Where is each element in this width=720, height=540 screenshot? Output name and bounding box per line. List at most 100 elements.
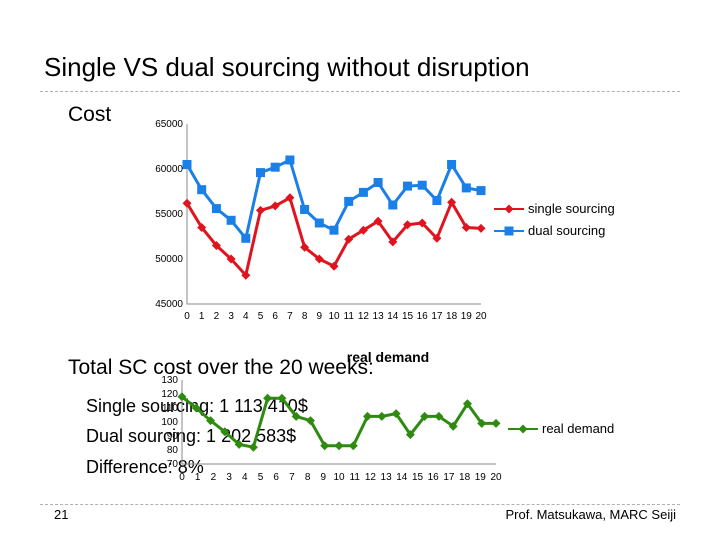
cost-data-point xyxy=(256,205,265,215)
sub-dual-label: Dual sourcing: 1 202 583$ xyxy=(86,426,297,446)
demand-data-point xyxy=(377,411,387,421)
demand-x-tick-label: 5 xyxy=(258,472,264,483)
cost-x-tick-label: 13 xyxy=(373,311,385,322)
cost-x-tick-label: 5 xyxy=(258,311,264,322)
demand-data-point xyxy=(291,411,301,421)
demand-x-tick-label: 0 xyxy=(179,472,185,483)
demand-series-line-0 xyxy=(181,395,496,449)
demand-x-tick-label: 6 xyxy=(273,472,279,483)
demand-x-tick-label: 1 xyxy=(195,472,201,483)
cost-data-point xyxy=(182,160,192,169)
demand-data-point xyxy=(177,392,187,402)
demand-data-point xyxy=(191,403,201,413)
cost-data-point xyxy=(314,254,324,264)
footer-divider xyxy=(40,504,680,505)
demand-data-point xyxy=(391,409,401,419)
cost-data-point xyxy=(461,223,471,232)
sub-bullet-dual: Dual sourcing: 1 202 583$ xyxy=(68,426,296,447)
demand-data-point xyxy=(248,442,258,452)
cost-y-tick-label: 65000 xyxy=(155,119,183,130)
cost-x-tick-label: 15 xyxy=(402,311,414,322)
cost-x-tick-label: 10 xyxy=(328,311,340,322)
cost-legend-label: dual sourcing xyxy=(528,223,605,238)
demand-data-point xyxy=(462,399,472,409)
cost-data-point xyxy=(417,180,427,190)
demand-y-tick-label: 90 xyxy=(167,431,179,442)
cost-data-point xyxy=(197,223,207,232)
cost-data-point xyxy=(226,215,236,225)
cost-x-tick-label: 0 xyxy=(184,311,190,322)
cost-data-point xyxy=(432,233,442,243)
bullet-total-label: Total SC cost over the 20 weeks: xyxy=(68,356,374,379)
cost-data-point xyxy=(344,196,354,206)
cost-data-point xyxy=(403,181,412,191)
demand-data-point xyxy=(206,416,216,426)
demand-x-tick-label: 7 xyxy=(289,472,295,483)
page-number: 21 xyxy=(54,507,69,522)
demand-x-tick-label: 15 xyxy=(412,472,424,483)
cost-x-tick-label: 6 xyxy=(272,311,278,322)
demand-x-tick-label: 13 xyxy=(381,472,393,483)
cost-data-point xyxy=(447,160,457,169)
demand-data-point xyxy=(305,416,315,426)
demand-data-point xyxy=(491,418,501,428)
demand-legend-label: real demand xyxy=(542,421,614,436)
cost-data-point xyxy=(417,218,427,228)
demand-x-tick-label: 11 xyxy=(350,472,361,483)
bullet-cost: Cost xyxy=(46,103,111,127)
cost-data-point xyxy=(373,216,383,226)
cost-x-tick-label: 14 xyxy=(387,311,399,322)
demand-x-tick-label: 4 xyxy=(242,472,248,483)
demand-data-point xyxy=(420,411,430,421)
cost-data-point xyxy=(476,223,486,233)
demand-legend-marker xyxy=(518,424,528,434)
cost-data-point xyxy=(211,204,221,214)
cost-data-point xyxy=(329,225,339,235)
cost-y-tick-label: 60000 xyxy=(155,164,183,175)
demand-axis xyxy=(181,380,496,465)
sub-bullet-difference: Difference: 8% xyxy=(68,457,204,478)
demand-data-point xyxy=(220,427,230,437)
slide-title: Single VS dual sourcing without disrupti… xyxy=(44,52,530,82)
demand-x-tick-label: 9 xyxy=(321,472,327,483)
cost-legend-label: single sourcing xyxy=(528,201,615,216)
cost-x-tick-label: 12 xyxy=(358,311,370,322)
demand-y-tick-label: 80 xyxy=(167,445,179,456)
cost-x-tick-label: 1 xyxy=(199,311,205,322)
footer-author: Prof. Matsukawa, MARC Seiji xyxy=(505,507,677,522)
demand-x-tick-label: 8 xyxy=(305,472,311,483)
demand-x-tick-label: 16 xyxy=(428,472,440,483)
cost-data-point xyxy=(241,233,251,243)
cost-data-point xyxy=(285,193,295,203)
demand-x-tick-label: 12 xyxy=(365,472,377,483)
demand-data-point xyxy=(363,411,373,421)
title-divider xyxy=(40,91,680,92)
cost-data-point xyxy=(211,241,221,250)
cost-x-tick-label: 16 xyxy=(417,311,429,322)
cost-x-tick-label: 8 xyxy=(302,311,308,322)
bullet-total: Total SC cost over the 20 weeks: xyxy=(46,356,374,380)
cost-y-tick-label: 55000 xyxy=(155,209,183,220)
cost-data-point xyxy=(300,205,310,214)
demand-data-point xyxy=(477,418,487,428)
demand-x-tick-label: 14 xyxy=(396,472,408,483)
demand-data-point xyxy=(234,439,244,449)
cost-legend-marker xyxy=(504,204,514,214)
demand-x-tick-label: 17 xyxy=(443,472,455,483)
demand-x-tick-label: 19 xyxy=(475,472,487,483)
cost-data-point xyxy=(344,234,354,244)
cost-x-tick-label: 11 xyxy=(344,311,355,322)
cost-data-point xyxy=(241,270,251,280)
cost-axis xyxy=(186,124,481,305)
cost-data-point xyxy=(388,200,398,210)
cost-data-point xyxy=(461,183,471,193)
cost-data-point xyxy=(197,185,207,195)
cost-data-point xyxy=(270,162,280,172)
cost-data-point xyxy=(447,197,457,207)
demand-x-tick-label: 10 xyxy=(333,472,345,483)
cost-x-tick-label: 18 xyxy=(446,311,458,322)
cost-data-point xyxy=(358,225,368,235)
cost-x-tick-label: 20 xyxy=(475,311,487,322)
